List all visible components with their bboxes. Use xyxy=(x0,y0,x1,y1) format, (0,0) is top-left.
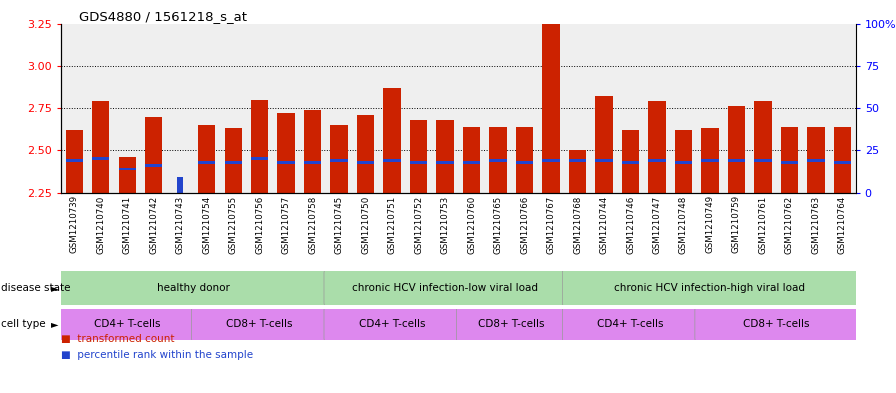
Text: ►: ► xyxy=(51,319,58,329)
Bar xyxy=(278,113,295,193)
Bar xyxy=(145,116,162,193)
Bar xyxy=(410,161,427,163)
Text: CD4+ T-cells: CD4+ T-cells xyxy=(598,319,664,329)
Bar xyxy=(436,161,453,163)
FancyBboxPatch shape xyxy=(695,306,857,343)
Text: CD8+ T-cells: CD8+ T-cells xyxy=(227,319,293,329)
Bar xyxy=(728,159,745,162)
Bar xyxy=(596,96,613,193)
Bar xyxy=(728,107,745,193)
Bar xyxy=(145,164,162,167)
Bar xyxy=(516,161,533,163)
Text: ■  percentile rank within the sample: ■ percentile rank within the sample xyxy=(61,350,253,360)
Bar xyxy=(596,159,613,162)
Bar xyxy=(278,161,295,163)
Bar xyxy=(675,130,692,193)
Bar xyxy=(649,101,666,193)
FancyBboxPatch shape xyxy=(563,306,699,343)
Bar xyxy=(834,127,851,193)
FancyBboxPatch shape xyxy=(324,306,461,343)
Bar xyxy=(489,159,506,162)
Bar xyxy=(780,127,798,193)
Text: chronic HCV infection-high viral load: chronic HCV infection-high viral load xyxy=(615,283,806,293)
Bar xyxy=(383,88,401,193)
Bar xyxy=(649,159,666,162)
Bar xyxy=(780,161,798,163)
FancyBboxPatch shape xyxy=(59,306,195,343)
Bar xyxy=(177,177,183,193)
Bar xyxy=(807,127,824,193)
Text: CD8+ T-cells: CD8+ T-cells xyxy=(478,319,545,329)
Bar xyxy=(251,158,268,160)
Text: ►: ► xyxy=(51,283,58,293)
Bar xyxy=(92,158,109,160)
Bar xyxy=(622,130,639,193)
FancyBboxPatch shape xyxy=(59,268,328,308)
Text: CD8+ T-cells: CD8+ T-cells xyxy=(743,319,809,329)
Bar xyxy=(702,129,719,193)
Text: cell type: cell type xyxy=(1,319,46,329)
Text: CD4+ T-cells: CD4+ T-cells xyxy=(94,319,160,329)
Bar xyxy=(251,100,268,193)
Text: healthy donor: healthy donor xyxy=(157,283,230,293)
Bar xyxy=(834,161,851,163)
Bar xyxy=(702,159,719,162)
Bar xyxy=(807,159,824,162)
Bar xyxy=(118,167,136,170)
FancyBboxPatch shape xyxy=(324,268,566,308)
Text: disease state: disease state xyxy=(1,283,71,293)
Bar xyxy=(542,159,560,162)
Bar xyxy=(304,110,321,193)
Bar xyxy=(436,120,453,193)
Bar xyxy=(65,159,82,162)
Bar xyxy=(383,159,401,162)
FancyBboxPatch shape xyxy=(456,306,566,343)
Bar xyxy=(65,130,82,193)
FancyBboxPatch shape xyxy=(563,268,857,308)
Bar xyxy=(92,101,109,193)
Bar xyxy=(331,159,348,162)
Bar xyxy=(357,115,375,193)
Bar xyxy=(463,127,480,193)
Bar xyxy=(542,20,560,193)
Bar xyxy=(225,161,242,163)
Bar xyxy=(622,161,639,163)
Text: GDS4880 / 1561218_s_at: GDS4880 / 1561218_s_at xyxy=(79,10,247,23)
Bar xyxy=(357,161,375,163)
Bar xyxy=(489,127,506,193)
FancyBboxPatch shape xyxy=(192,306,328,343)
Bar xyxy=(118,157,136,193)
Bar xyxy=(754,159,771,162)
Text: CD4+ T-cells: CD4+ T-cells xyxy=(358,319,426,329)
Bar xyxy=(569,150,586,193)
Bar xyxy=(516,127,533,193)
Bar xyxy=(754,101,771,193)
Bar xyxy=(569,159,586,162)
Bar xyxy=(675,161,692,163)
Text: chronic HCV infection-low viral load: chronic HCV infection-low viral load xyxy=(352,283,538,293)
Text: ■  transformed count: ■ transformed count xyxy=(61,334,175,344)
Bar xyxy=(410,120,427,193)
Bar xyxy=(331,125,348,193)
Bar xyxy=(463,161,480,163)
Bar xyxy=(198,161,215,163)
Bar xyxy=(225,129,242,193)
Bar xyxy=(304,161,321,163)
Bar xyxy=(198,125,215,193)
